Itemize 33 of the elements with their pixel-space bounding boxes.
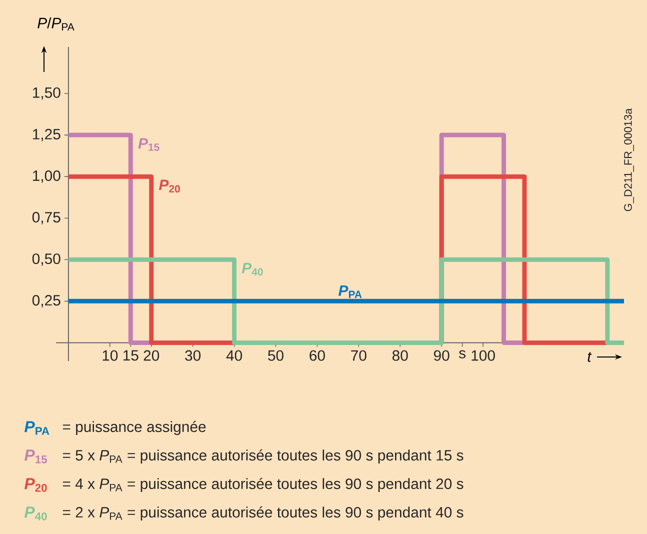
y-axis-title: P/P$_{PA}$ xyxy=(38,17,74,30)
text: = 2 x P$_{PA}$ = puissance autorisée toutes les 90 s pendant 40 s xyxy=(62,506,464,521)
y-tick-label: 0,75 xyxy=(32,212,60,224)
x-tick-label: 60 xyxy=(310,350,325,361)
x-tick-label: 70 xyxy=(351,350,366,361)
series-label: P$_{40}$ xyxy=(242,262,263,276)
series-label: P$_{15}$ xyxy=(138,138,160,151)
y-tick-label: 0,50 xyxy=(32,253,60,266)
x-tick-label: 20 xyxy=(144,350,160,361)
text: P$_{PA}$ xyxy=(24,421,50,435)
x-tick-label: 50 xyxy=(268,350,284,361)
x-tick-label: 100 xyxy=(472,350,495,361)
text: P$_{15}$ xyxy=(24,450,47,464)
x-tick-label: 30 xyxy=(185,350,201,361)
y-tick-label: 1,25 xyxy=(32,128,60,142)
text: = puissance assignée xyxy=(62,420,206,436)
y-tick-label: 1,00 xyxy=(32,170,60,183)
y-tick-label: 1,50 xyxy=(32,87,60,100)
series-label: P$_{20}$ xyxy=(158,180,180,193)
text: P$_{40}$ xyxy=(24,506,47,520)
text: = 5 x P$_{PA}$ = puissance autorisée toutes les 90 s pendant 15 s xyxy=(62,449,464,464)
x-tick-label: 15 xyxy=(123,350,138,361)
y-tick-label: 0,25 xyxy=(32,295,60,308)
x-tick-label: 10 xyxy=(102,350,118,361)
text: G_D211_FR_00013a xyxy=(624,108,634,212)
text: = 4 x P$_{PA}$ = puissance autorisée toutes les 90 s pendant 20 s xyxy=(62,478,464,492)
series-label: P$_{PA}$ xyxy=(338,285,362,298)
x-tick-label: 90 xyxy=(434,350,450,361)
text: P$_{20}$ xyxy=(24,478,47,492)
x-tick-label: 80 xyxy=(392,350,408,361)
x-axis-title: t xyxy=(588,352,592,362)
x-tick-label: 40 xyxy=(226,350,242,361)
x-tick-label: s xyxy=(459,350,466,358)
